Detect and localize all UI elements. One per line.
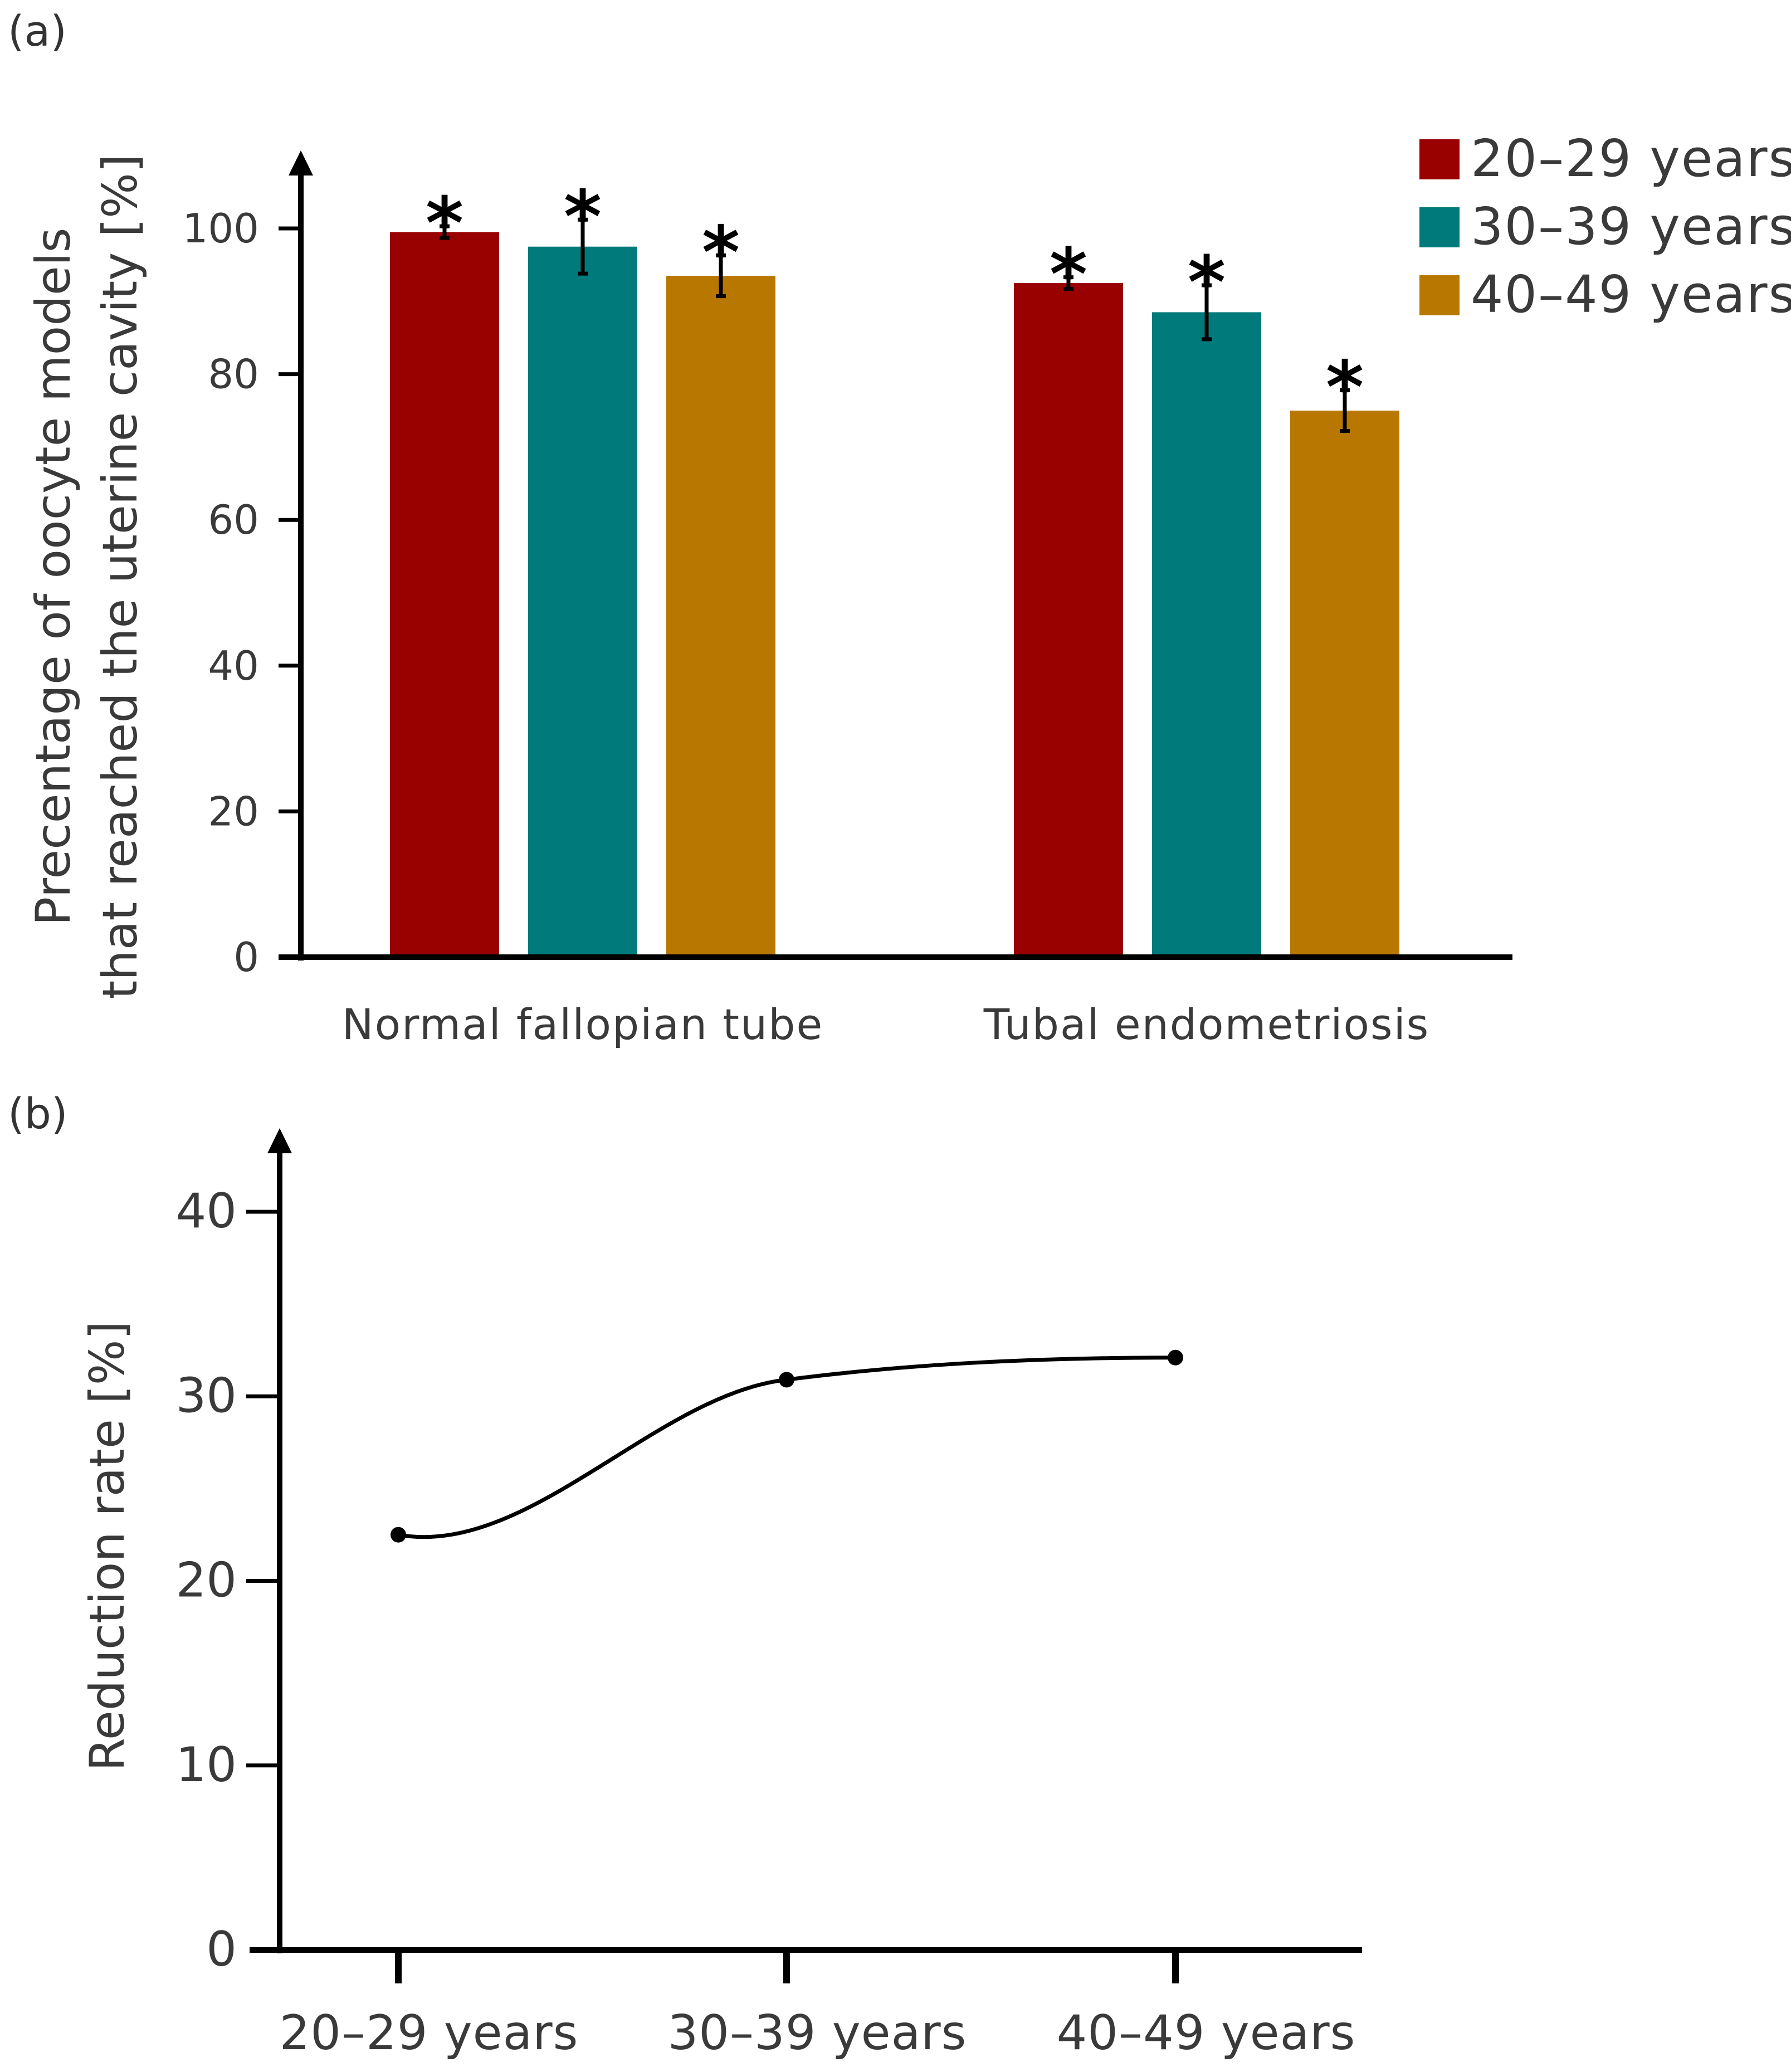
a-y-tick-label: 0 <box>233 934 259 981</box>
a-significance-star-0-1: * <box>564 174 602 259</box>
b-y-tick-label: 0 <box>206 1922 237 1977</box>
a-axes <box>279 150 1512 961</box>
a-bars <box>390 232 1399 958</box>
a-bar-1-1 <box>1152 312 1261 958</box>
b-x-tick-label-2: 40–49 years <box>1057 2005 1356 2061</box>
panel-a-bar-chart: (a) Precentage of oocyte models that rea… <box>8 6 1791 1049</box>
a-y-tick-label: 20 <box>208 788 259 835</box>
b-axes <box>250 1128 1362 1953</box>
a-y-axis-title-line-1: Precentage of oocyte models <box>26 228 81 926</box>
b-x-tick-label-1: 30–39 years <box>668 2005 967 2061</box>
panel-b-line-chart: (b) Reduction rate [%] 0 10 20 30 40 20–29 y… <box>8 1089 1362 2061</box>
a-y-tick-label: 100 <box>183 205 259 252</box>
a-y-tick-label: 40 <box>208 642 259 689</box>
panel-a-label: (a) <box>8 6 67 56</box>
b-data-point-1 <box>779 1372 794 1388</box>
b-y-axis-title: Reduction rate [%] <box>80 1321 135 1771</box>
a-legend-swatch-2 <box>1419 275 1460 315</box>
b-y-axis-arrow <box>267 1128 292 1153</box>
a-y-tick-label: 60 <box>208 496 259 543</box>
panel-b-label: (b) <box>8 1089 68 1138</box>
a-significance-star-0-0: * <box>426 181 463 266</box>
a-y-ticks: 0 20 40 60 80 100 <box>183 205 301 981</box>
b-data-point-0 <box>391 1527 406 1543</box>
a-x-categories: Normal fallopian tube Tubal endometriosis <box>342 1000 1430 1049</box>
a-bar-0-1 <box>528 246 637 958</box>
a-y-tick-label: 80 <box>208 351 259 398</box>
a-significance-markers: * * * * * * <box>426 174 1364 430</box>
b-x-ticks: 20–29 years 30–39 years 40–49 years <box>280 1950 1356 2061</box>
a-bar-1-0 <box>1014 283 1123 958</box>
a-y-axis-arrow <box>289 150 313 175</box>
b-y-tick-label: 20 <box>176 1553 237 1608</box>
a-y-axis-title-line-2: that reached the uterine cavity [%] <box>92 154 148 1000</box>
a-legend-label-2: 40–49 years <box>1471 265 1791 324</box>
a-bar-0-2 <box>666 276 775 957</box>
b-y-tick-label: 40 <box>176 1183 237 1239</box>
a-x-category-label-0: Normal fallopian tube <box>342 1000 823 1049</box>
a-significance-star-1-0: * <box>1050 232 1087 317</box>
a-legend: 20–29 years 30–39 years 40–49 years <box>1419 129 1791 324</box>
a-legend-label-1: 30–39 years <box>1471 197 1791 256</box>
a-significance-star-1-1: * <box>1188 240 1226 325</box>
b-y-tick-label: 30 <box>176 1368 237 1423</box>
b-x-tick-label-0: 20–29 years <box>280 2005 579 2061</box>
a-legend-swatch-0 <box>1419 139 1460 179</box>
a-significance-star-1-2: * <box>1326 345 1364 430</box>
b-y-ticks: 0 10 20 30 40 <box>176 1183 280 1977</box>
a-y-axis-title: Precentage of oocyte models that reached… <box>26 154 148 1000</box>
b-y-tick-label: 10 <box>176 1737 237 1793</box>
a-bar-1-2 <box>1290 411 1399 957</box>
a-x-category-label-1: Tubal endometriosis <box>983 1000 1430 1049</box>
a-bar-0-0 <box>390 232 499 957</box>
b-data-point-2 <box>1168 1349 1183 1366</box>
a-significance-star-0-2: * <box>702 210 740 295</box>
a-legend-swatch-1 <box>1419 207 1460 247</box>
b-series-points <box>391 1349 1183 1543</box>
a-error-bars <box>440 217 1350 433</box>
a-legend-label-0: 20–29 years <box>1471 129 1791 188</box>
